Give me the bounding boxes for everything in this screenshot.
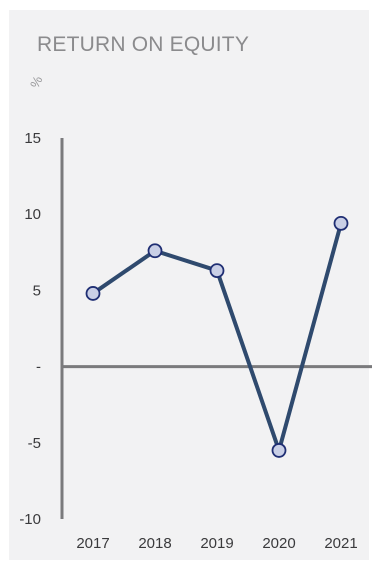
data-point bbox=[271, 443, 287, 458]
x-tick-label: 2018 bbox=[138, 535, 171, 552]
series-line bbox=[91, 221, 343, 453]
x-tick-label: 2019 bbox=[200, 535, 233, 552]
y-tick-label: -10 bbox=[19, 511, 41, 528]
data-point bbox=[147, 243, 163, 259]
data-point bbox=[209, 263, 225, 278]
data-point bbox=[85, 286, 101, 301]
y-tick-label: -5 bbox=[28, 435, 41, 452]
x-tick-label: 2020 bbox=[262, 535, 295, 552]
chart-title: RETURN ON EQUITY bbox=[37, 33, 250, 56]
y-tick-label: - bbox=[36, 359, 41, 376]
y-tick-label: 10 bbox=[24, 206, 41, 223]
x-tick-label: 2017 bbox=[76, 535, 109, 552]
y-tick-label: 15 bbox=[24, 130, 41, 147]
chart-card bbox=[9, 10, 369, 560]
y-tick-label: 5 bbox=[33, 282, 41, 299]
data-point bbox=[333, 215, 349, 231]
x-tick-label: 2021 bbox=[324, 535, 357, 552]
